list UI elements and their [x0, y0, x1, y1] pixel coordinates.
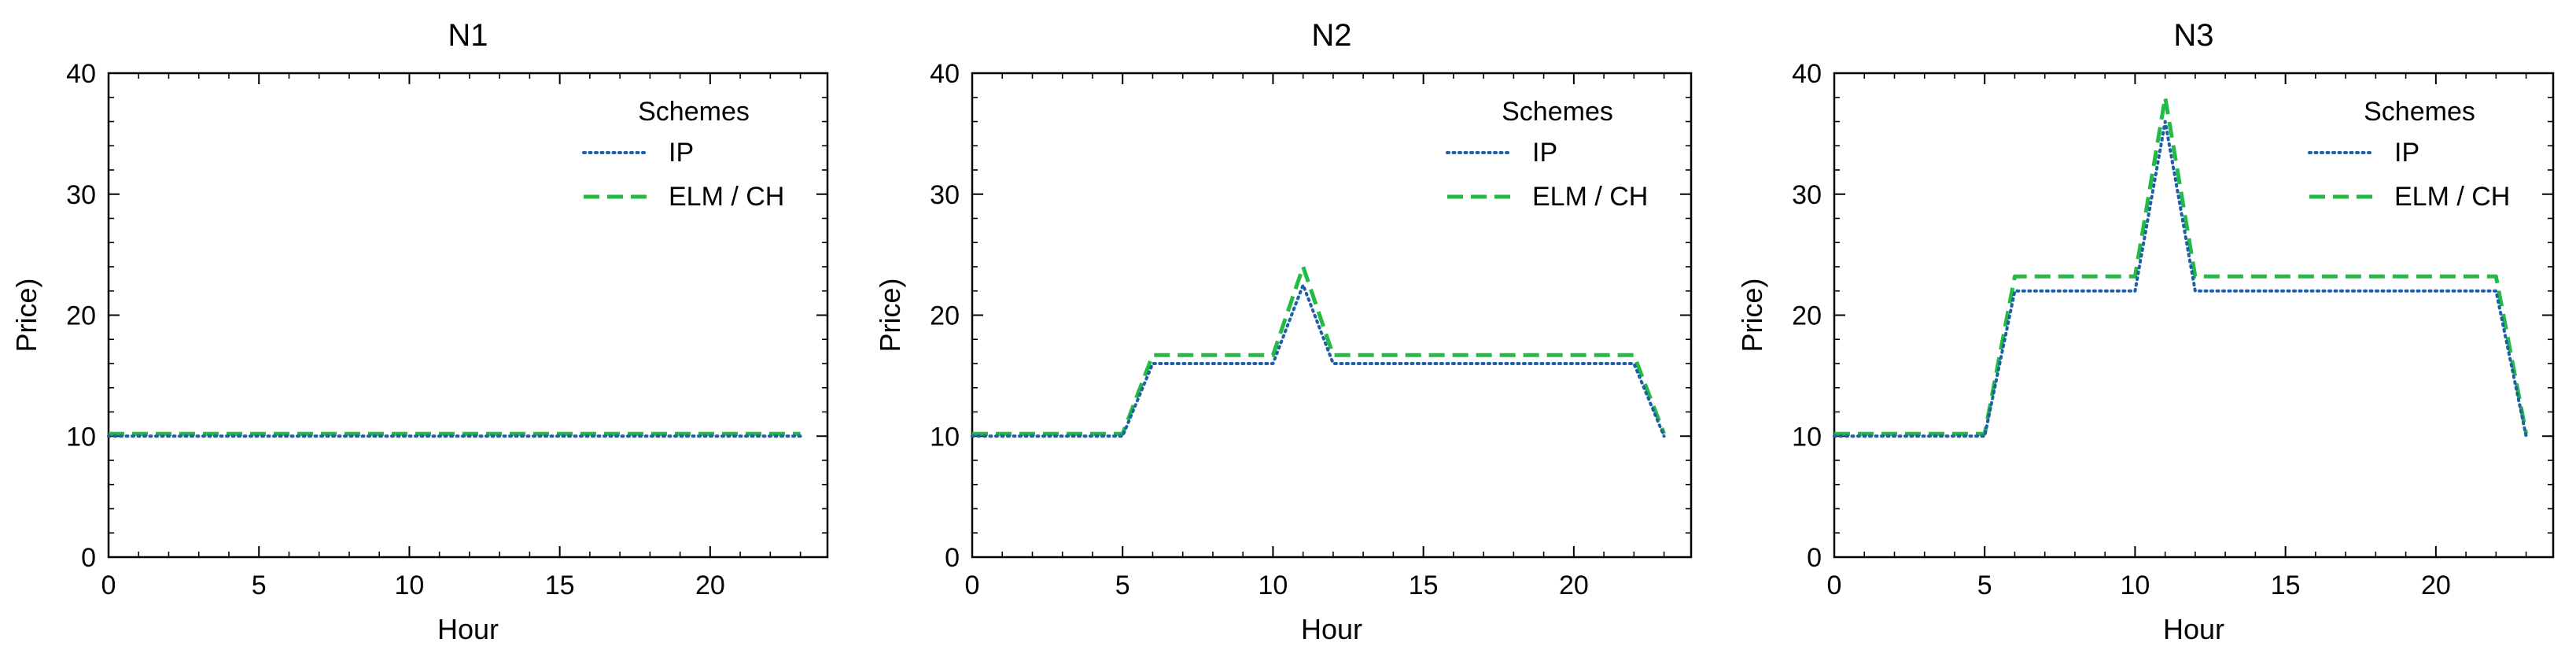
y-tick-label: 10 [66, 422, 96, 452]
y-tick-label: 40 [930, 59, 960, 89]
chart-title: N1 [448, 18, 488, 53]
y-tick-label: 40 [66, 59, 96, 89]
y-axis-label: Price) [10, 278, 42, 352]
chart-title: N3 [2173, 18, 2213, 53]
x-tick-label: 0 [965, 571, 980, 600]
legend-label: ELM / CH [1532, 182, 1648, 212]
legend-title: Schemes [1502, 97, 1613, 127]
plot-frame [1833, 72, 2555, 559]
subplot-n1: N1 0 5 10 15 20 0 10 20 30 40 Hour Price) Schemes IP EL… [10, 18, 829, 645]
y-tick-label: 10 [1792, 422, 1822, 452]
x-tick-label: 0 [101, 571, 116, 600]
y-tick-label: 40 [1792, 59, 1822, 89]
x-tick-label: 10 [395, 571, 425, 600]
x-axis-label: Hour [437, 613, 499, 645]
subplot-n2: N2 0 5 10 15 20 0 10 20 30 40 Hour Price) Schemes IP EL… [874, 18, 1693, 645]
x-tick-label: 10 [1259, 571, 1288, 600]
y-tick-label: 20 [66, 301, 96, 331]
y-tick-label: 20 [930, 301, 960, 331]
x-tick-label: 15 [2271, 571, 2301, 600]
x-tick-label: 15 [1409, 571, 1439, 600]
x-tick-label: 5 [1977, 571, 1992, 600]
chart-title: N2 [1311, 18, 1351, 53]
x-axis-label: Hour [1301, 613, 1362, 645]
x-tick-label: 20 [1559, 571, 1589, 600]
x-tick-label: 20 [695, 571, 725, 600]
legend-label: IP [669, 138, 694, 168]
y-tick-label: 30 [66, 180, 96, 210]
y-axis-label: Price) [874, 278, 906, 352]
x-axis-label: Hour [2163, 613, 2224, 645]
y-tick-label: 20 [1792, 301, 1822, 331]
x-tick-label: 5 [252, 571, 267, 600]
x-tick-label: 10 [2121, 571, 2150, 600]
plot-frame [107, 72, 829, 559]
y-axis-label: Price) [1736, 278, 1768, 352]
legend-title: Schemes [2364, 97, 2475, 127]
x-tick-label: 20 [2421, 571, 2451, 600]
y-tick-label: 0 [81, 543, 96, 573]
legend-label: ELM / CH [669, 182, 784, 212]
y-tick-label: 10 [930, 422, 960, 452]
subplot-n3: N3 0 5 10 15 20 0 10 20 30 40 Hour Price) Schemes IP EL… [1736, 18, 2555, 645]
legend-title: Schemes [638, 97, 750, 127]
x-tick-label: 5 [1115, 571, 1130, 600]
y-tick-label: 0 [945, 543, 960, 573]
y-tick-label: 30 [930, 180, 960, 210]
x-tick-label: 0 [1827, 571, 1842, 600]
legend-label: IP [1532, 138, 1557, 168]
series-line-elm-ch [972, 264, 1666, 436]
plot-frame [971, 72, 1693, 559]
y-tick-label: 30 [1792, 180, 1822, 210]
series-line-elm-ch [1834, 95, 2529, 436]
legend-label: IP [2394, 138, 2419, 168]
series-line-ip [971, 283, 1666, 438]
x-tick-label: 15 [545, 571, 575, 600]
series-line-ip [1833, 120, 2528, 438]
legend-label: ELM / CH [2394, 182, 2510, 212]
y-tick-label: 0 [1807, 543, 1822, 573]
